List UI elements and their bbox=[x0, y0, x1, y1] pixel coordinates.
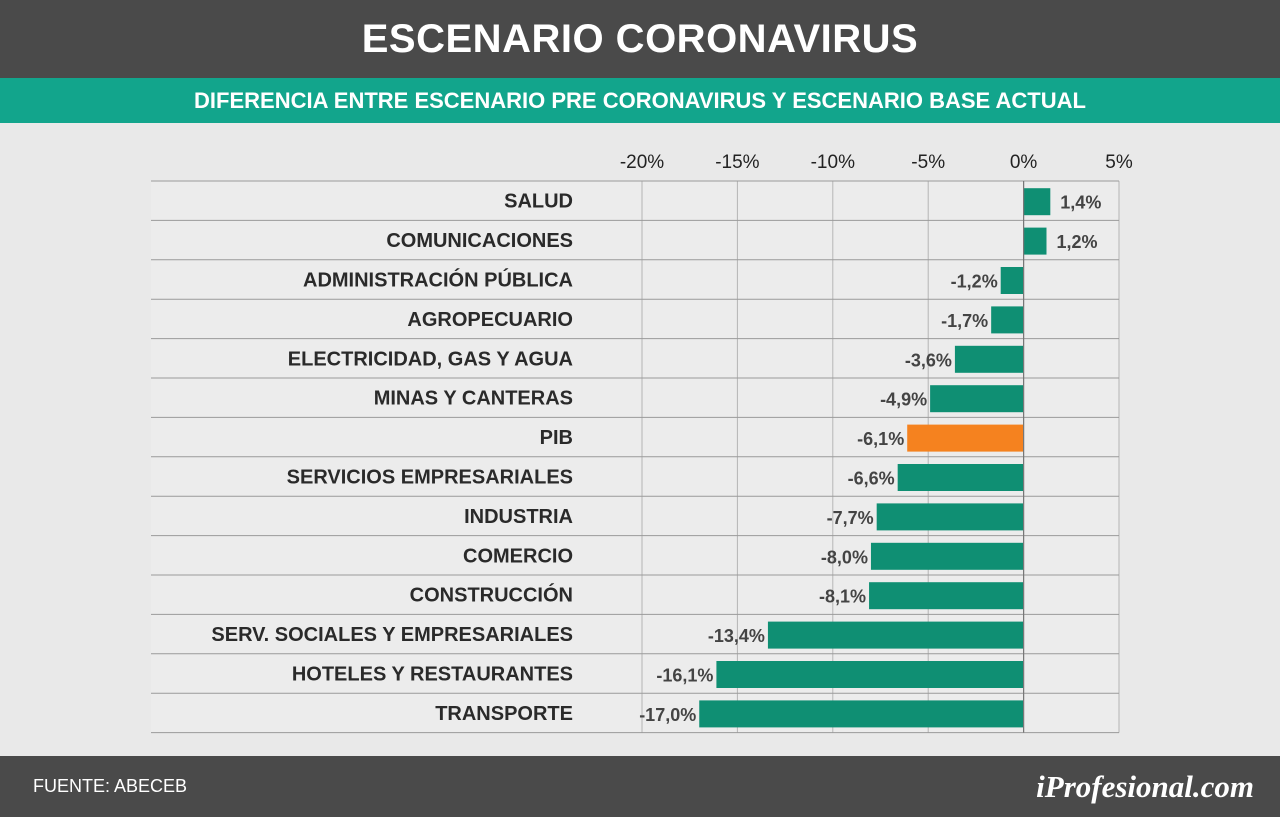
category-label: CONSTRUCCIÓN bbox=[410, 583, 573, 607]
data-label: -1,7% bbox=[941, 311, 988, 331]
category-label: SERV. SOCIALES Y EMPRESARIALES bbox=[211, 624, 573, 646]
bar-chart: -20% -15% -10% -5% 0% 5% SALUD 1,4% COMUNICACION… bbox=[151, 152, 1133, 734]
data-label: -6,1% bbox=[857, 429, 904, 449]
category-label: COMERCIO bbox=[463, 545, 573, 567]
source-note: FUENTE: ABECEB bbox=[33, 776, 188, 796]
category-label: ELECTRICIDAD, GAS Y AGUA bbox=[288, 348, 573, 370]
bar bbox=[767, 621, 1024, 649]
bar bbox=[876, 503, 1024, 531]
bar bbox=[699, 700, 1024, 728]
category-label: PIB bbox=[540, 427, 573, 449]
data-label: 1,2% bbox=[1056, 232, 1097, 252]
data-label: -7,7% bbox=[827, 508, 874, 528]
title-bar: ESCENARIO CORONAVIRUS bbox=[0, 0, 1280, 78]
bar bbox=[1000, 267, 1024, 294]
x-tick-label: -20% bbox=[620, 152, 664, 173]
bar bbox=[991, 306, 1024, 334]
bar bbox=[930, 385, 1024, 413]
bar bbox=[870, 542, 1024, 570]
data-label: -1,2% bbox=[951, 272, 998, 292]
data-label: -16,1% bbox=[656, 666, 713, 686]
data-label: -13,4% bbox=[708, 626, 765, 646]
data-label: -4,9% bbox=[880, 390, 927, 410]
chart-title: ESCENARIO CORONAVIRUS bbox=[361, 16, 919, 61]
category-label: TRANSPORTE bbox=[435, 703, 573, 725]
subtitle-bar: DIFERENCIA ENTRE ESCENARIO PRE CORONAVIR… bbox=[0, 78, 1280, 123]
bar bbox=[907, 424, 1024, 452]
bar bbox=[869, 582, 1024, 610]
category-label: SERVICIOS EMPRESARIALES bbox=[287, 467, 573, 489]
bar bbox=[1023, 188, 1051, 216]
category-label: INDUSTRIA bbox=[464, 506, 573, 528]
category-label: ADMINISTRACIÓN PÚBLICA bbox=[303, 268, 573, 292]
category-label: AGROPECUARIO bbox=[407, 309, 573, 331]
category-label: HOTELES Y RESTAURANTES bbox=[292, 664, 573, 686]
bar bbox=[1023, 227, 1047, 255]
footer: FUENTE: ABECEB iProfesional.com bbox=[0, 756, 1280, 817]
data-label: 1,4% bbox=[1060, 193, 1101, 213]
chart-subtitle: DIFERENCIA ENTRE ESCENARIO PRE CORONAVIR… bbox=[194, 87, 1086, 113]
data-label: -17,0% bbox=[639, 705, 696, 725]
x-tick-label: -5% bbox=[911, 152, 945, 173]
category-label: SALUD bbox=[504, 191, 573, 213]
data-label: -3,6% bbox=[905, 350, 952, 370]
bar bbox=[897, 464, 1024, 491]
data-label: -8,1% bbox=[819, 587, 866, 607]
x-tick-label: -15% bbox=[715, 152, 759, 173]
x-tick-label: 0% bbox=[1010, 152, 1038, 173]
category-label: MINAS Y CANTERAS bbox=[374, 388, 573, 410]
x-tick-label: 5% bbox=[1105, 152, 1133, 173]
bar bbox=[716, 661, 1024, 688]
bar bbox=[954, 345, 1024, 373]
data-label: -8,0% bbox=[821, 547, 868, 567]
x-tick-label: -10% bbox=[811, 152, 855, 173]
publisher-logo: iProfesional.com bbox=[1036, 768, 1254, 804]
data-label: -6,6% bbox=[848, 469, 895, 489]
category-label: COMUNICACIONES bbox=[386, 230, 573, 252]
